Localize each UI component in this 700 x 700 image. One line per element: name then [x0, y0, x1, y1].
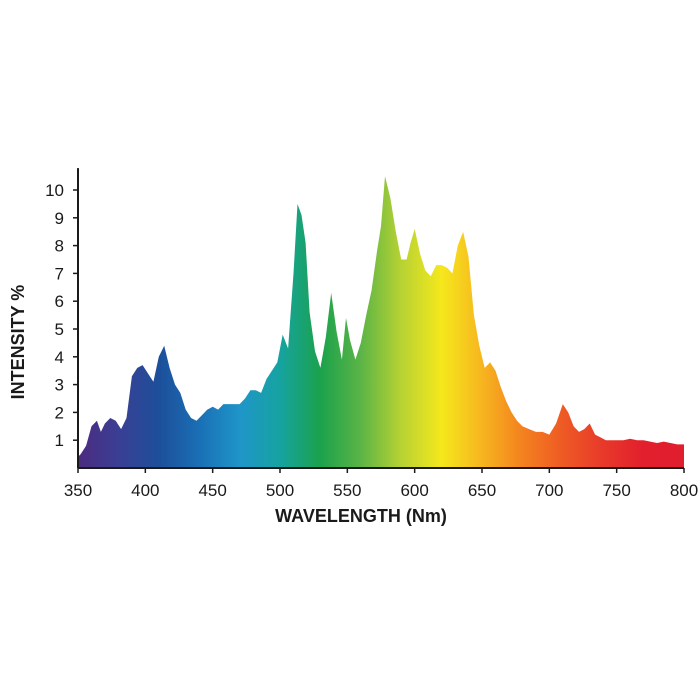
x-tick-label: 750	[602, 481, 630, 500]
x-axis-title: WAVELENGTH (Nm)	[275, 506, 447, 526]
y-tick-label: 8	[55, 237, 64, 256]
x-tick-label: 350	[64, 481, 92, 500]
x-tick-label: 550	[333, 481, 361, 500]
y-tick-label: 10	[45, 181, 64, 200]
plot-area	[78, 176, 684, 468]
y-axis-title: INTENSITY %	[8, 285, 28, 400]
y-tick-label: 4	[55, 348, 64, 367]
y-tick-label: 9	[55, 209, 64, 228]
y-tick-label: 6	[55, 292, 64, 311]
x-tick-label: 650	[468, 481, 496, 500]
x-tick-label: 400	[131, 481, 159, 500]
x-tick-label: 800	[670, 481, 698, 500]
y-tick-label: 7	[55, 264, 64, 283]
y-tick-label: 2	[55, 403, 64, 422]
y-tick-label: 1	[55, 431, 64, 450]
y-tick-label: 3	[55, 376, 64, 395]
x-tick-label: 500	[266, 481, 294, 500]
x-axis-ticks: 350 400 450 500 550 600 650 700 750 800	[64, 468, 698, 500]
spectrum-area	[78, 176, 684, 468]
y-tick-label: 5	[55, 320, 64, 339]
x-tick-label: 450	[198, 481, 226, 500]
x-tick-label: 600	[400, 481, 428, 500]
x-tick-label: 700	[535, 481, 563, 500]
y-axis-ticks: 1 2 3 4 5 6 7 8 9 10	[45, 181, 78, 450]
